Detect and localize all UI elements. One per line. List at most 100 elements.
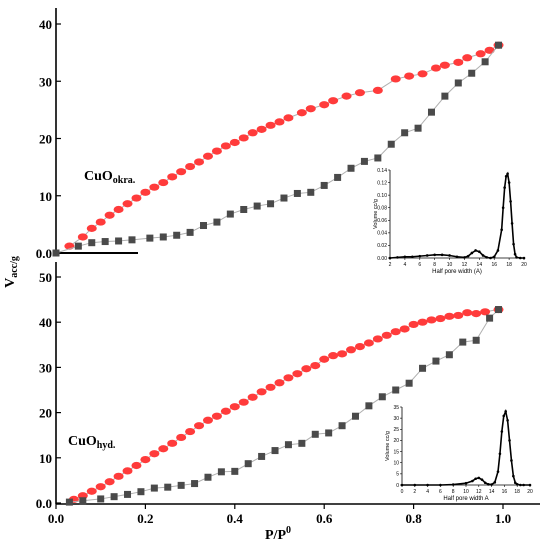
bottom-inset-x-tick-label: 10 bbox=[463, 489, 469, 495]
bottom-inset-curve-point bbox=[439, 483, 442, 487]
bottom-desorption-point bbox=[124, 490, 132, 498]
top-ytick-label: 0.0 bbox=[36, 246, 52, 261]
bottom-desorption-point bbox=[217, 468, 225, 476]
top-desorption-point bbox=[52, 249, 60, 257]
bottom-desorption-point bbox=[110, 493, 118, 501]
top-adsorption-point bbox=[439, 61, 450, 69]
bottom-inset-curve-point bbox=[510, 459, 513, 462]
bottom-inset-x-tick-label: 18 bbox=[514, 489, 520, 495]
top-desorption-point bbox=[334, 173, 342, 181]
top-adsorption-point bbox=[211, 147, 222, 155]
bottom-desorption-point bbox=[311, 430, 319, 438]
top-series-group bbox=[52, 41, 504, 257]
bottom-adsorption-point bbox=[462, 309, 473, 317]
x-axis-label-sup: 0 bbox=[286, 525, 291, 536]
top-adsorption-point bbox=[354, 89, 365, 97]
bottom-desorption-point bbox=[65, 498, 73, 506]
top-inset-y-tick-label: 0.10 bbox=[377, 193, 387, 199]
bottom-inset-curve-point bbox=[483, 481, 487, 485]
top-inset-x-label: Half pore width (A) bbox=[432, 269, 482, 275]
top-adsorption-point bbox=[247, 129, 258, 137]
top-desorption-point bbox=[280, 194, 288, 202]
x-tick-label: 0.2 bbox=[137, 511, 153, 526]
bottom-inset-curve-point bbox=[519, 483, 522, 487]
top-adsorption-point bbox=[430, 64, 441, 72]
x-ticks: 0.0 0.2 0.4 0.6 0.8 1.0 bbox=[48, 504, 511, 526]
bottom-inset-curve-point bbox=[474, 477, 477, 481]
bottom-inset-curve-point bbox=[477, 476, 481, 480]
bottom-inset-curve-point bbox=[504, 410, 507, 413]
bottom-desorption-point bbox=[486, 314, 494, 322]
bottom-inset-curve bbox=[402, 408, 530, 486]
y-axis-label: Vacc/g bbox=[3, 256, 20, 288]
top-inset-curve-point bbox=[448, 254, 451, 257]
bottom-inset-y-tick-label: 35 bbox=[393, 405, 399, 411]
top-adsorption-point bbox=[77, 233, 88, 241]
bottom-adsorption-point bbox=[274, 379, 285, 387]
top-desorption-point bbox=[186, 228, 194, 236]
bottom-inset-x-tick-label: 16 bbox=[502, 489, 508, 495]
x-tick-label: 1.0 bbox=[495, 511, 511, 526]
bottom-adsorption-point bbox=[211, 412, 222, 420]
bottom-adsorption-point bbox=[202, 416, 213, 424]
top-adsorption-point bbox=[229, 138, 240, 147]
top-desorption-point bbox=[253, 202, 261, 210]
bottom-desorption-point bbox=[271, 447, 279, 455]
top-adsorption-point bbox=[256, 125, 267, 133]
bottom-inset-curve-point bbox=[528, 483, 532, 487]
top-inset-curve-point bbox=[501, 206, 505, 210]
top-inset-curve-point bbox=[470, 251, 474, 255]
bottom-desorption-point bbox=[432, 357, 440, 365]
top-inset-y-tick-label: 0.04 bbox=[377, 231, 387, 237]
top-inset-x-tick-label: 18 bbox=[506, 262, 512, 268]
top-adsorption-point bbox=[390, 75, 401, 83]
bottom-inset-x-tick-label: 20 bbox=[527, 489, 533, 495]
bottom-desorption-point bbox=[338, 422, 346, 430]
top-desorption-point bbox=[401, 129, 409, 137]
top-desorption-point bbox=[441, 92, 449, 100]
top-adsorption-point bbox=[95, 218, 106, 226]
top-inset-y-tick-label: 0.00 bbox=[377, 256, 387, 262]
bottom-inset-curve-point bbox=[512, 474, 515, 478]
bottom-desorption-point bbox=[150, 484, 158, 492]
top-inset-y-tick-label: 0.14 bbox=[377, 168, 387, 174]
top-series-1-line bbox=[55, 44, 499, 254]
bottom-desorption-point bbox=[392, 386, 400, 394]
top-adsorption-point bbox=[328, 97, 339, 105]
top-desorption-point bbox=[427, 108, 435, 116]
bottom-inset-curve-point bbox=[490, 483, 493, 486]
top-inset-y-tick-label: 0.12 bbox=[377, 180, 387, 186]
top-desorption-point bbox=[414, 124, 422, 132]
bottom-desorption-point bbox=[177, 481, 185, 489]
top-adsorption-point bbox=[104, 211, 115, 219]
bottom-adsorption-point bbox=[319, 355, 330, 363]
top-adsorption-point bbox=[484, 46, 495, 54]
top-adsorption-point bbox=[265, 121, 276, 129]
top-inset-curve-point bbox=[403, 255, 407, 259]
bottom-adsorption-point bbox=[390, 328, 401, 336]
bottom-inset-curve-point bbox=[464, 481, 468, 485]
top-desorption-point bbox=[387, 140, 395, 148]
top-inset-curve-point bbox=[485, 256, 489, 259]
bottom-inset-curve-point bbox=[498, 452, 502, 456]
bottom-adsorption-point bbox=[95, 483, 106, 491]
bottom-adsorption-point bbox=[346, 346, 357, 354]
bottom-inset-x-tick-label: 2 bbox=[413, 489, 416, 495]
top-desorption-point bbox=[74, 242, 82, 250]
bottom-adsorption-point bbox=[220, 407, 231, 415]
bottom-inset-y-tick-label: 10 bbox=[393, 461, 399, 467]
x-tick-label: 0.0 bbox=[48, 511, 64, 526]
top-desorption-point bbox=[88, 239, 96, 247]
bottom-inset-curve-point bbox=[471, 479, 474, 483]
top-adsorption-point bbox=[319, 101, 330, 109]
top-adsorption-point bbox=[113, 205, 124, 214]
top-inset-curve-point bbox=[425, 254, 429, 257]
top-inset-curve-point bbox=[513, 252, 517, 256]
bottom-inset-curve-point bbox=[502, 414, 506, 418]
top-desorption-point bbox=[347, 164, 355, 172]
top-desorption-point bbox=[495, 41, 503, 49]
top-series-0-line bbox=[69, 44, 499, 247]
bottom-adsorption-point bbox=[185, 427, 196, 436]
top-inset-curve-point bbox=[455, 255, 459, 259]
